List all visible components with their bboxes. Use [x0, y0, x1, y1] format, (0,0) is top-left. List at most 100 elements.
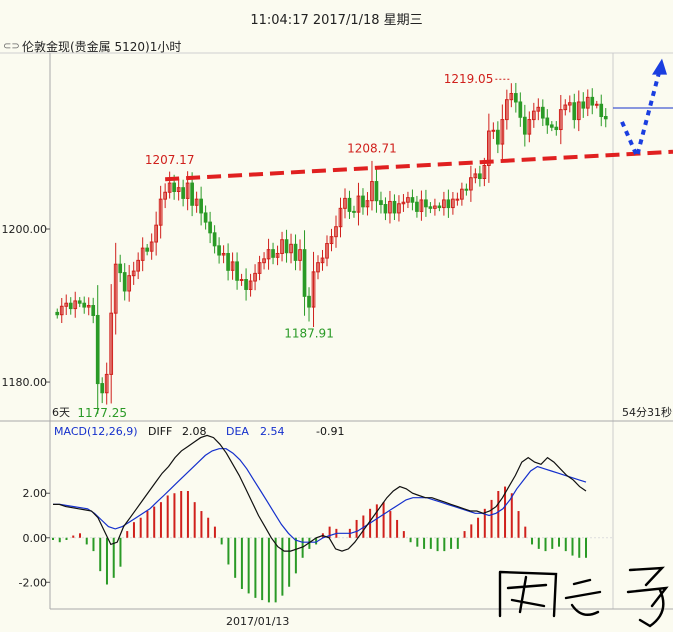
candle-body	[491, 129, 496, 132]
candle-body	[190, 182, 194, 206]
candle-body	[397, 203, 401, 214]
candle-body	[271, 249, 275, 258]
candle-body	[266, 249, 271, 260]
candle-body	[599, 103, 604, 118]
candle-body	[504, 99, 509, 121]
candle-body	[253, 272, 257, 282]
candle-body	[185, 182, 190, 199]
candle-body	[379, 200, 383, 206]
candle-body	[217, 245, 221, 256]
price-annotation-1208.71: 1208.71	[347, 141, 397, 155]
candle-body	[549, 124, 554, 128]
candle-body	[437, 205, 442, 209]
price-annotations: 1207.17 1208.71 1219.05 1187.91 1177.25	[77, 72, 510, 420]
candle-body	[518, 101, 523, 118]
price-annotation-1187.91: 1187.91	[284, 327, 334, 341]
candle-body	[487, 130, 491, 166]
candle-body	[513, 93, 518, 103]
candle-body	[406, 197, 410, 203]
macd-legend-hist-value: -0.91	[316, 425, 344, 438]
candle-body	[122, 272, 127, 292]
candle-body	[212, 232, 217, 247]
candle-body	[460, 188, 464, 200]
forecast-arrow-line	[620, 72, 661, 163]
candle-body	[334, 226, 338, 238]
candle-body	[64, 302, 69, 307]
candle-body	[239, 279, 244, 282]
candle-body	[149, 241, 154, 252]
candle-body	[469, 177, 473, 191]
candle-body	[581, 101, 586, 109]
candle-body	[428, 206, 433, 209]
candle-body	[478, 173, 482, 179]
candle-body	[464, 188, 469, 191]
candle-body	[86, 305, 91, 308]
candle-body	[352, 210, 356, 213]
chart-timestamp: 11:04:17 2017/1/18 星期三	[250, 13, 423, 28]
candle-body	[563, 104, 568, 111]
candle-body	[158, 198, 163, 226]
candle-body	[446, 199, 451, 209]
macd-x-label: 2017/01/13	[226, 615, 289, 628]
candle-body	[567, 102, 572, 106]
candle-body	[199, 198, 203, 214]
candle-body	[230, 261, 235, 271]
price-tick-label: 1200.00	[2, 223, 48, 236]
candle-body	[473, 173, 478, 179]
candle-body	[113, 263, 118, 314]
candle-body	[424, 199, 428, 208]
candle-body	[298, 249, 302, 261]
candle-body	[343, 197, 347, 209]
candle-body	[509, 93, 514, 101]
candle-body	[374, 181, 379, 202]
candle-body	[433, 205, 437, 209]
candle-body	[235, 261, 239, 281]
symbol-title: 伦敦金现(贵金属 5120)1小时	[22, 40, 182, 54]
candle-body	[208, 221, 212, 234]
price-y-axis: 1200.00 1180.00	[2, 223, 50, 389]
candle-body	[127, 275, 132, 292]
candle-body	[100, 383, 105, 394]
handwritten-signature	[498, 566, 669, 628]
candle-body	[302, 249, 307, 297]
candle-body	[590, 96, 595, 106]
candle-body	[540, 106, 545, 119]
candle-body	[163, 191, 167, 200]
diff-line	[53, 434, 587, 552]
candle-body	[356, 195, 361, 213]
candle-body	[388, 200, 392, 214]
candle-body	[68, 302, 73, 310]
candle-body	[316, 262, 320, 273]
candle-body	[91, 305, 96, 316]
candle-body	[248, 280, 253, 290]
macd-legend-dea-name: DEA	[226, 425, 249, 438]
macd-legend-dea-value: 2.54	[260, 425, 285, 438]
candle-body	[172, 182, 176, 193]
candle-body	[594, 103, 599, 106]
price-annotation-1177.25: 1177.25	[77, 406, 127, 420]
candle-body	[392, 200, 397, 214]
price-tick-label: 1180.00	[2, 376, 48, 389]
candle-body	[257, 262, 262, 274]
candle-body	[482, 164, 487, 179]
countdown-label: 54分31秒	[622, 405, 672, 419]
macd-legend-diff-name: DIFF	[148, 425, 172, 438]
candle-body	[410, 197, 415, 203]
candle-body	[118, 263, 123, 274]
candle-body	[307, 295, 311, 308]
candle-body	[262, 258, 266, 264]
link-icon[interactable]: ⊂⊃	[3, 41, 20, 52]
candle-body	[527, 119, 532, 135]
candle-body	[531, 110, 536, 121]
candle-body	[154, 224, 159, 243]
candle-body	[221, 252, 226, 256]
chart-frame	[0, 52, 673, 610]
candle-body	[244, 279, 248, 290]
macd-lines	[53, 434, 587, 552]
candle-body	[325, 243, 329, 259]
candle-body	[383, 204, 388, 214]
macd-tick-label: 0.00	[23, 532, 48, 545]
dea-line	[53, 448, 587, 543]
resistance-trendline	[165, 149, 673, 182]
candle-body	[77, 300, 82, 304]
